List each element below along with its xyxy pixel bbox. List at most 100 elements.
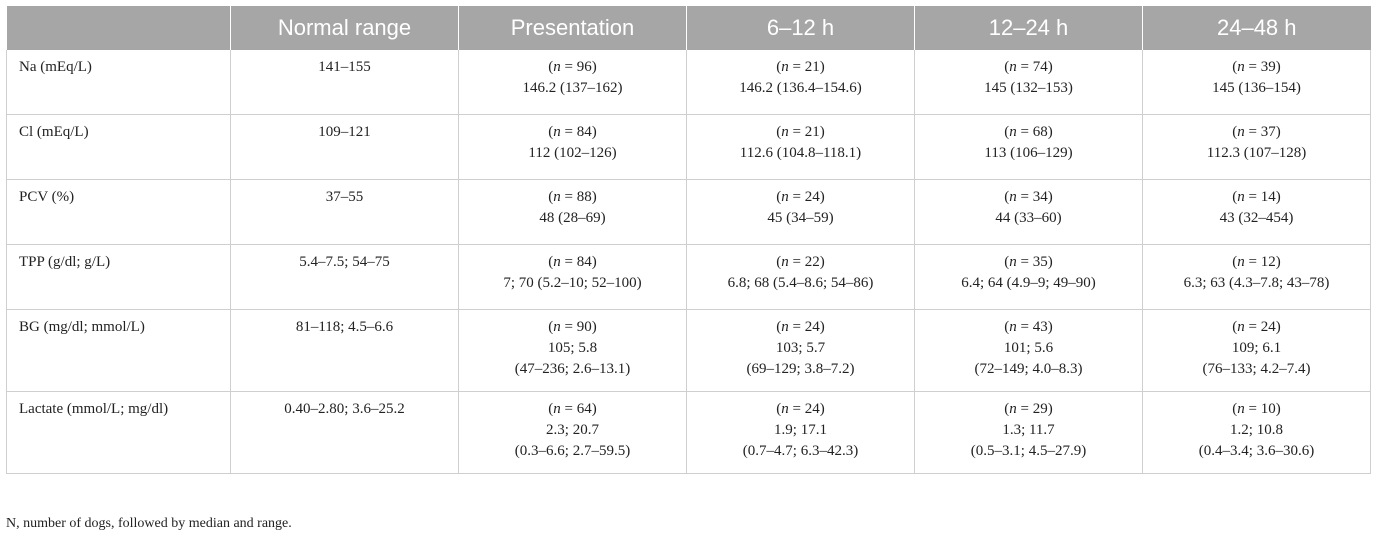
- median-range-line: 145 (132–153): [984, 80, 1073, 96]
- median-range-line: 7; 70 (5.2–10; 52–100): [503, 275, 642, 291]
- row-label-cell: TPP (g/dl; g/L): [6, 244, 231, 310]
- value-cell: (n = 64) 2.3; 20.7 (0.3–6.6; 2.7–59.5): [458, 391, 687, 474]
- value-cell: (n = 35) 6.4; 64 (4.9–9; 49–90): [914, 244, 1143, 310]
- sample-size-value: 68: [1032, 124, 1048, 140]
- median-range-line: 146.2 (136.4–154.6): [739, 80, 862, 96]
- header-row: Normal range Presentation 6–12 h 12–24 h…: [6, 6, 1371, 50]
- value-cell: (n = 84) 112 (102–126): [458, 114, 687, 180]
- value-cell: (n = 29) 1.3; 11.7 (0.5–3.1; 4.5–27.9): [914, 391, 1143, 474]
- median-range-line: (0.5–3.1; 4.5–27.9): [970, 443, 1087, 459]
- sample-size-value: 29: [1032, 401, 1048, 417]
- value-cell: (n = 14) 43 (32–454): [1142, 179, 1371, 245]
- row-label-cell: Na (mEq/L): [6, 50, 231, 115]
- sample-size-value: 34: [1032, 189, 1048, 205]
- median-range-line: (72–149; 4.0–8.3): [974, 361, 1083, 377]
- median-range-line: (69–129; 3.8–7.2): [746, 361, 855, 377]
- sample-size-value: 24: [804, 401, 820, 417]
- header-cell-12-24h: 12–24 h: [914, 6, 1143, 50]
- value-cell: (n = 34) 44 (33–60): [914, 179, 1143, 245]
- sample-size-value: 37: [1260, 124, 1276, 140]
- sample-size-value: 74: [1032, 59, 1048, 75]
- sample-size-line: (n = 74): [1004, 59, 1053, 75]
- sample-size-value: 14: [1260, 189, 1276, 205]
- row-label-cell: BG (mg/dl; mmol/L): [6, 309, 231, 392]
- value-cell: (n = 10) 1.2; 10.8 (0.4–3.4; 3.6–30.6): [1142, 391, 1371, 474]
- sample-size-value: 39: [1260, 59, 1276, 75]
- table-row: TPP (g/dl; g/L) 5.4–7.5; 54–75 (n = 84) 7; …: [6, 244, 1371, 310]
- value-cell: (n = 21) 146.2 (136.4–154.6): [686, 50, 915, 115]
- value-cell: (n = 68) 113 (106–129): [914, 114, 1143, 180]
- median-range-line: (0.7–4.7; 6.3–42.3): [742, 443, 859, 459]
- value-cell: (n = 24) 103; 5.7 (69–129; 3.8–7.2): [686, 309, 915, 392]
- value-cell: (n = 96) 146.2 (137–162): [458, 50, 687, 115]
- sample-size-value: 24: [1260, 319, 1276, 335]
- median-range-line: 44 (33–60): [995, 210, 1062, 226]
- header-cell-24-48h: 24–48 h: [1142, 6, 1371, 50]
- normal-range-cell: 37–55: [230, 179, 459, 245]
- sample-size-line: (n = 14): [1232, 189, 1281, 205]
- sample-size-line: (n = 29): [1004, 401, 1053, 417]
- median-range-line: 105; 5.8: [547, 340, 598, 356]
- value-cell: (n = 88) 48 (28–69): [458, 179, 687, 245]
- median-range-line: 103; 5.7: [775, 340, 826, 356]
- table-header: Normal range Presentation 6–12 h 12–24 h…: [6, 6, 1371, 50]
- sample-size-value: 90: [576, 319, 592, 335]
- sample-size-line: (n = 21): [776, 59, 825, 75]
- value-cell: (n = 24) 45 (34–59): [686, 179, 915, 245]
- value-cell: (n = 39) 145 (136–154): [1142, 50, 1371, 115]
- table-row: Na (mEq/L) 141–155 (n = 96) 146.2 (137–162)…: [6, 50, 1371, 115]
- value-cell: (n = 24) 109; 6.1 (76–133; 4.2–7.4): [1142, 309, 1371, 392]
- sample-size-value: 43: [1032, 319, 1048, 335]
- sample-size-line: (n = 24): [1232, 319, 1281, 335]
- value-cell: (n = 43) 101; 5.6 (72–149; 4.0–8.3): [914, 309, 1143, 392]
- sample-size-line: (n = 43): [1004, 319, 1053, 335]
- median-range-line: 112.6 (104.8–118.1): [739, 145, 862, 161]
- median-range-line: 146.2 (137–162): [522, 80, 623, 96]
- median-range-line: 6.8; 68 (5.4–8.6; 54–86): [727, 275, 874, 291]
- median-range-line: 1.2; 10.8: [1230, 422, 1283, 438]
- sample-size-value: 96: [576, 59, 592, 75]
- sample-size-value: 35: [1032, 254, 1048, 270]
- sample-size-value: 21: [804, 124, 820, 140]
- sample-size-line: (n = 34): [1004, 189, 1053, 205]
- value-cell: (n = 21) 112.6 (104.8–118.1): [686, 114, 915, 180]
- header-cell-parameter: [6, 6, 231, 50]
- sample-size-line: (n = 88): [548, 189, 597, 205]
- row-label-cell: Cl (mEq/L): [6, 114, 231, 180]
- table-body: Na (mEq/L) 141–155 (n = 96) 146.2 (137–162)…: [6, 50, 1371, 474]
- sample-size-line: (n = 64): [548, 401, 597, 417]
- data-table-container: Normal range Presentation 6–12 h 12–24 h…: [6, 6, 1371, 474]
- sample-size-line: (n = 96): [548, 59, 597, 75]
- table-row: Lactate (mmol/L; mg/dl) 0.40–2.80; 3.6–25…: [6, 391, 1371, 474]
- median-range-line: 6.4; 64 (4.9–9; 49–90): [961, 275, 1096, 291]
- sample-size-line: (n = 37): [1232, 124, 1281, 140]
- median-range-line: (0.3–6.6; 2.7–59.5): [514, 443, 631, 459]
- median-range-line: (0.4–3.4; 3.6–30.6): [1198, 443, 1315, 459]
- median-range-line: (76–133; 4.2–7.4): [1202, 361, 1311, 377]
- median-range-line: 48 (28–69): [539, 210, 606, 226]
- normal-range-cell: 5.4–7.5; 54–75: [230, 244, 459, 310]
- median-range-line: 6.3; 63 (4.3–7.8; 43–78): [1183, 275, 1330, 291]
- sample-size-line: (n = 39): [1232, 59, 1281, 75]
- data-table: Normal range Presentation 6–12 h 12–24 h…: [6, 6, 1371, 474]
- table-footnote: N, number of dogs, followed by median an…: [6, 516, 292, 531]
- median-range-line: 1.9; 17.1: [774, 422, 827, 438]
- sample-size-value: 64: [576, 401, 592, 417]
- sample-size-line: (n = 84): [548, 254, 597, 270]
- normal-range-cell: 0.40–2.80; 3.6–25.2: [230, 391, 459, 474]
- median-range-line: 1.3; 11.7: [1002, 422, 1055, 438]
- row-label-cell: PCV (%): [6, 179, 231, 245]
- sample-size-line: (n = 22): [776, 254, 825, 270]
- table-row: BG (mg/dl; mmol/L) 81–118; 4.5–6.6 (n = 90…: [6, 309, 1371, 392]
- median-range-line: 112 (102–126): [528, 145, 617, 161]
- sample-size-line: (n = 35): [1004, 254, 1053, 270]
- sample-size-line: (n = 90): [548, 319, 597, 335]
- sample-size-value: 24: [804, 319, 820, 335]
- median-range-line: 113 (106–129): [984, 145, 1073, 161]
- median-range-line: 2.3; 20.7: [546, 422, 599, 438]
- sample-size-line: (n = 24): [776, 319, 825, 335]
- normal-range-cell: 141–155: [230, 50, 459, 115]
- sample-size-line: (n = 12): [1232, 254, 1281, 270]
- header-cell-normal-range: Normal range: [230, 6, 459, 50]
- header-cell-6-12h: 6–12 h: [686, 6, 915, 50]
